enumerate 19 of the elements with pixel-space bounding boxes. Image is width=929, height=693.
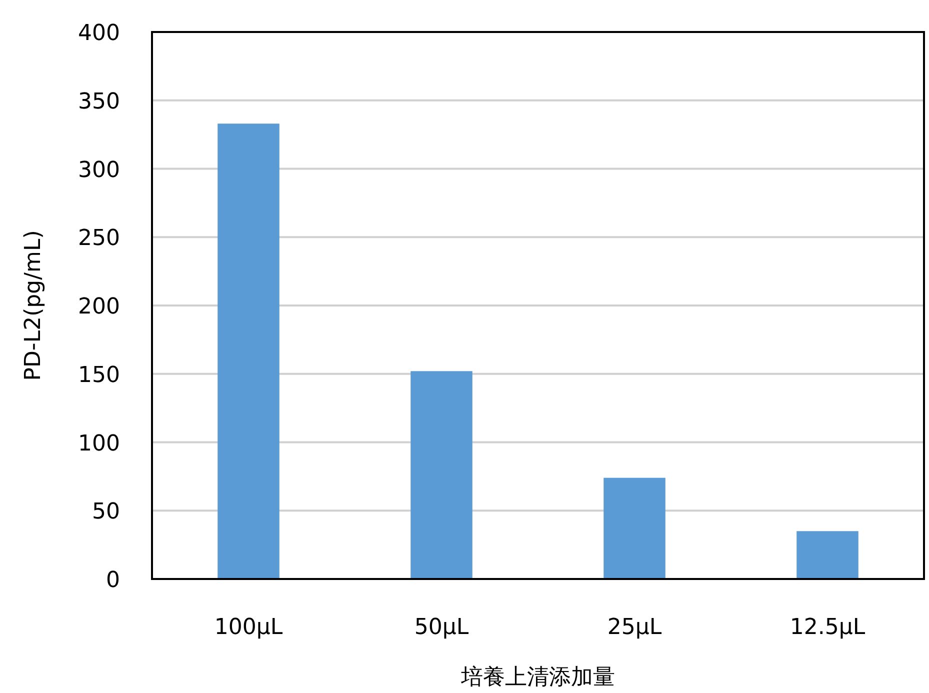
x-tick-label: 50µL — [414, 615, 470, 640]
x-axis-title: 培養上清添加量 — [460, 665, 615, 690]
bar — [410, 371, 472, 579]
y-tick-label: 300 — [78, 158, 120, 183]
y-tick-label: 400 — [78, 21, 120, 46]
bar — [604, 478, 666, 579]
y-tick-label: 100 — [78, 431, 120, 456]
y-tick-label: 150 — [78, 362, 120, 388]
bar — [218, 124, 280, 579]
y-axis-title: PD-L2(pg/mL) — [21, 230, 46, 381]
bar — [796, 531, 858, 579]
y-tick-label: 0 — [106, 568, 120, 593]
y-tick-label: 350 — [78, 89, 120, 114]
x-tick-label: 100µL — [214, 615, 284, 640]
x-tick-label: 12.5µL — [790, 615, 866, 640]
y-tick-label: 200 — [78, 294, 120, 320]
y-tick-label: 50 — [92, 500, 120, 525]
x-tick-label: 25µL — [607, 615, 662, 640]
y-tick-label: 250 — [78, 226, 120, 252]
